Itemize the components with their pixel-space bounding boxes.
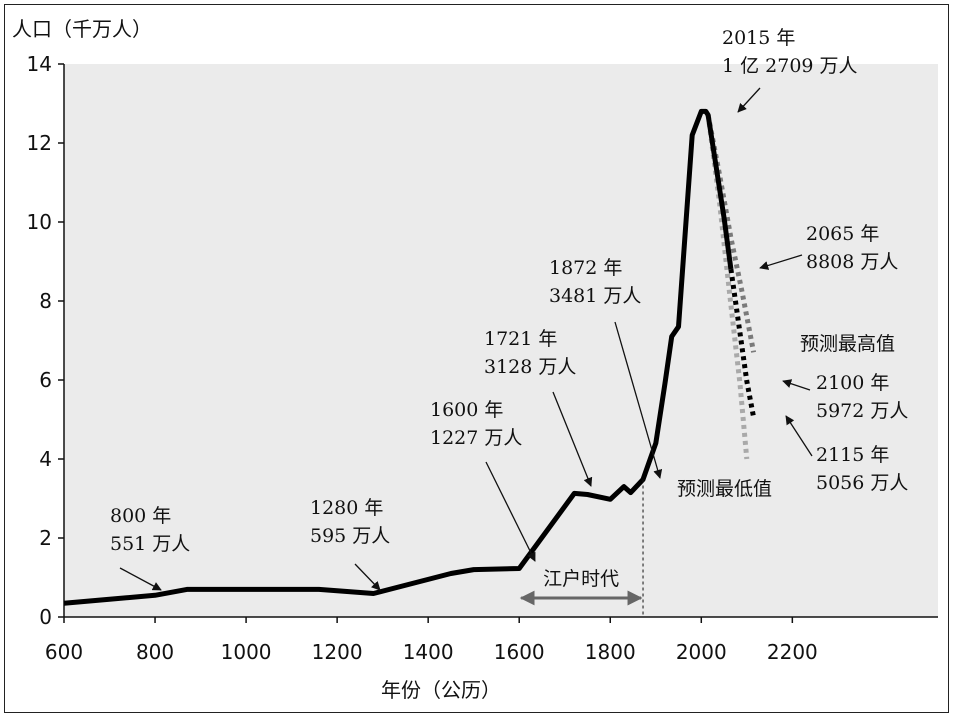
series-label: 预测最低值 [677,478,772,500]
y-axis-label: 人口（千万人） [12,17,152,41]
edo-period-label: 江户时代 [543,568,619,590]
annotation-year: 2115 年 [816,444,889,466]
y-tick-label: 2 [39,526,52,550]
y-tick-label: 0 [39,605,52,629]
annotation-year: 1600 年 [430,399,503,421]
annotation-year: 1872 年 [549,257,622,279]
annotation-arrow [614,321,663,479]
series-label: 预测最高值 [800,333,895,355]
y-tick-label: 6 [39,368,52,392]
annotation-population: 8808 万人 [806,251,898,273]
y-tick-label: 10 [27,210,52,234]
annotation-year: 2065 年 [806,223,879,245]
x-axis-label: 年份（公历） [381,678,501,702]
annotation-arrow [485,461,536,562]
annotation-arrow [782,379,811,391]
series-line-solid-black [63,108,734,606]
annotation-year: 2015 年 [722,27,795,49]
y-tick-label: 4 [39,447,52,471]
x-tick-label: 600 [45,640,83,664]
x-tick-label: 800 [136,640,174,664]
annotation-population: 5972 万人 [816,400,908,422]
x-tick-label: 1400 [403,640,454,664]
annotation-arrow [737,87,761,113]
x-tick-label: 1800 [585,640,636,664]
annotation-population: 3128 万人 [484,356,576,378]
annotation-arrow [785,415,813,457]
x-tick-label: 1000 [221,640,272,664]
plot-area [64,64,938,617]
series-line-dotted-black [728,268,757,418]
x-tick-label: 1600 [494,640,545,664]
x-tick-label: 2000 [676,640,727,664]
annotation-arrow [759,254,803,270]
x-tick-label: 1200 [312,640,363,664]
annotation-arrow [354,563,381,591]
annotation-population: 1 亿 2709 万人 [722,55,858,77]
y-tick-label: 14 [27,52,52,76]
annotation-population: 1227 万人 [430,427,522,449]
annotation-population: 3481 万人 [549,285,641,307]
annotation-population: 551 万人 [110,533,190,555]
annotation-year: 1280 年 [310,497,383,519]
annotation-arrow [119,567,162,591]
annotation-year: 800 年 [110,505,171,527]
annotation-year: 2100 年 [816,372,889,394]
annotation-population: 595 万人 [310,525,390,547]
y-tick-label: 8 [39,289,52,313]
annotation-arrow [552,391,593,487]
annotation-population: 5056 万人 [816,472,908,494]
y-tick-label: 12 [27,131,52,155]
x-tick-label: 2200 [767,640,818,664]
annotation-year: 1721 年 [484,328,557,350]
